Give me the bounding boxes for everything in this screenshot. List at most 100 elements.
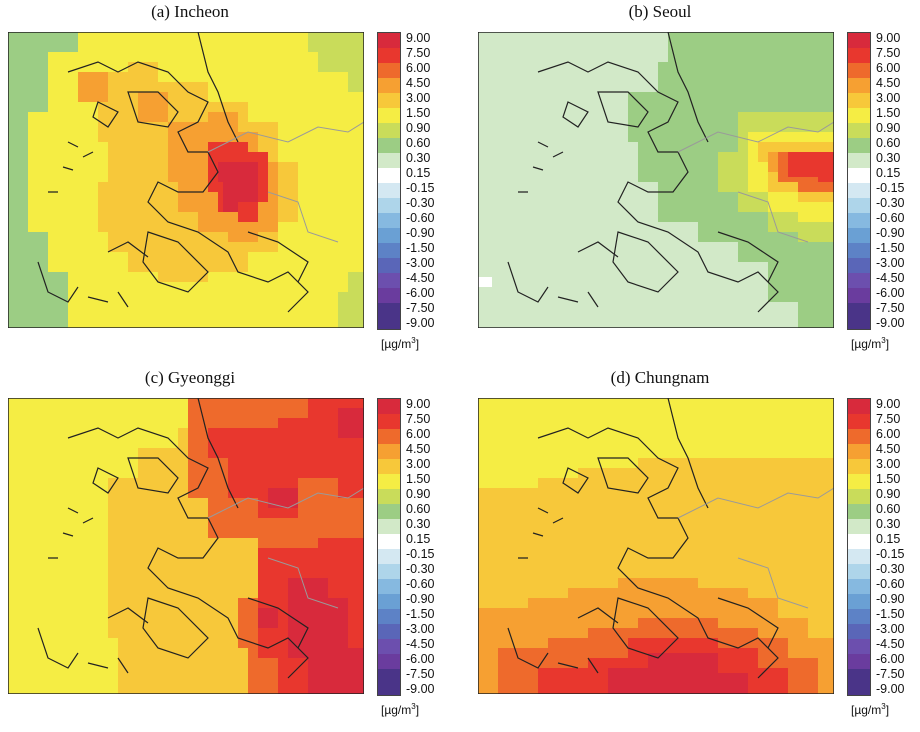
colorbar-tick: 0.60 <box>876 502 901 516</box>
colorbar-tick: 1.50 <box>406 472 431 486</box>
colorbar-tick: -0.60 <box>876 211 905 225</box>
panel-incheon: (a) Incheon <box>0 0 460 366</box>
colorbar-tick: 0.30 <box>406 151 431 165</box>
colorbar-tick: -4.50 <box>876 271 905 285</box>
colorbar-tick: 0.90 <box>406 487 431 501</box>
colorbar <box>847 398 871 696</box>
colorbar-tick: 9.00 <box>406 31 431 45</box>
colorbar-tick: 0.15 <box>406 532 431 546</box>
colorbar-tick: -0.15 <box>406 547 435 561</box>
colorbar-tick: -9.00 <box>876 316 905 330</box>
panel-title: (c) Gyeonggi <box>144 368 236 387</box>
colorbar-tick: 0.90 <box>876 121 901 135</box>
colorbar-tick: 0.60 <box>876 136 901 150</box>
colorbar-tick: 4.50 <box>876 76 901 90</box>
colorbar-tick: 4.50 <box>406 442 431 456</box>
colorbar-unit: [µg/m3] <box>381 702 420 717</box>
colorbar-tick: 0.15 <box>406 166 431 180</box>
colorbar-tick: -0.90 <box>406 592 435 606</box>
colorbar-tick: -7.50 <box>406 667 435 681</box>
colorbar-tick: -3.00 <box>406 256 435 270</box>
colorbar-tick: -0.60 <box>406 211 435 225</box>
colorbar-tick: -0.15 <box>406 181 435 195</box>
colorbar-tick: 3.00 <box>876 457 901 471</box>
colorbar-tick: 0.90 <box>876 487 901 501</box>
colorbar-tick: -0.60 <box>406 577 435 591</box>
colorbar-tick: 6.00 <box>876 61 901 75</box>
colorbar-tick: 7.50 <box>406 46 431 60</box>
colorbar-tick: 7.50 <box>876 412 901 426</box>
colorbar-unit: [µg/m3] <box>851 702 890 717</box>
colorbar-tick: -0.90 <box>406 226 435 240</box>
colorbar-tick: 4.50 <box>406 76 431 90</box>
colorbar <box>377 32 401 330</box>
colorbar-tick: -3.00 <box>406 622 435 636</box>
concentration-map <box>8 32 364 328</box>
colorbar-tick: -9.00 <box>406 316 435 330</box>
colorbar-tick: 3.00 <box>876 91 901 105</box>
colorbar-tick: -3.00 <box>876 256 905 270</box>
colorbar-unit: [µg/m3] <box>381 336 420 351</box>
panel-gyeonggi: (c) Gyeonggi <box>0 366 460 732</box>
colorbar-tick: 4.50 <box>876 442 901 456</box>
colorbar-tick: -0.90 <box>876 592 905 606</box>
colorbar-tick: -6.00 <box>406 286 435 300</box>
colorbar-tick: -9.00 <box>406 682 435 696</box>
colorbar-tick: 0.30 <box>876 517 901 531</box>
colorbar-tick: -7.50 <box>876 667 905 681</box>
colorbar-unit: [µg/m3] <box>851 336 890 351</box>
colorbar-tick: -6.00 <box>876 286 905 300</box>
colorbar-tick: 0.30 <box>876 151 901 165</box>
colorbar-tick: -7.50 <box>406 301 435 315</box>
colorbar-tick: -4.50 <box>406 271 435 285</box>
concentration-map <box>478 32 834 328</box>
colorbar-tick: -0.30 <box>406 562 435 576</box>
colorbar-tick: 9.00 <box>876 31 901 45</box>
colorbar-tick: -0.30 <box>406 196 435 210</box>
colorbar-tick: 3.00 <box>406 91 431 105</box>
colorbar-tick: 0.60 <box>406 136 431 150</box>
colorbar-tick: -9.00 <box>876 682 905 696</box>
colorbar-tick: -0.15 <box>876 181 905 195</box>
colorbar-tick: -0.60 <box>876 577 905 591</box>
colorbar-tick: -1.50 <box>406 241 435 255</box>
concentration-map <box>8 398 364 694</box>
colorbar-tick: 1.50 <box>876 472 901 486</box>
colorbar-tick: 6.00 <box>406 61 431 75</box>
colorbar-tick: -1.50 <box>876 607 905 621</box>
colorbar-tick: 0.30 <box>406 517 431 531</box>
colorbar-tick: -6.00 <box>406 652 435 666</box>
colorbar-tick: 0.60 <box>406 502 431 516</box>
panel-title: (d) Chungnam <box>610 368 710 387</box>
colorbar-tick: 3.00 <box>406 457 431 471</box>
colorbar-tick: 7.50 <box>876 46 901 60</box>
panel-title: (a) Incheon <box>151 2 229 21</box>
colorbar-tick: -6.00 <box>876 652 905 666</box>
colorbar-tick: -0.30 <box>876 196 905 210</box>
colorbar-tick: -1.50 <box>876 241 905 255</box>
colorbar-tick: 1.50 <box>406 106 431 120</box>
colorbar-tick: -4.50 <box>406 637 435 651</box>
colorbar <box>377 398 401 696</box>
colorbar <box>847 32 871 330</box>
colorbar-tick: -3.00 <box>876 622 905 636</box>
colorbar-tick: -1.50 <box>406 607 435 621</box>
colorbar-tick: -0.90 <box>876 226 905 240</box>
panel-title: (b) Seoul <box>628 2 692 21</box>
colorbar-tick: 7.50 <box>406 412 431 426</box>
colorbar-tick: 6.00 <box>406 427 431 441</box>
colorbar-tick: -4.50 <box>876 637 905 651</box>
colorbar-tick: -0.15 <box>876 547 905 561</box>
colorbar-tick: 0.90 <box>406 121 431 135</box>
panel-seoul: (b) Seoul <box>470 0 920 366</box>
colorbar-tick: 0.15 <box>876 166 901 180</box>
concentration-map <box>478 398 834 694</box>
colorbar-tick: 1.50 <box>876 106 901 120</box>
colorbar-tick: 9.00 <box>406 397 431 411</box>
colorbar-tick: -0.30 <box>876 562 905 576</box>
panel-chungnam: (d) Chungnam <box>470 366 920 732</box>
colorbar-tick: 0.15 <box>876 532 901 546</box>
colorbar-tick: -7.50 <box>876 301 905 315</box>
colorbar-tick: 6.00 <box>876 427 901 441</box>
colorbar-tick: 9.00 <box>876 397 901 411</box>
